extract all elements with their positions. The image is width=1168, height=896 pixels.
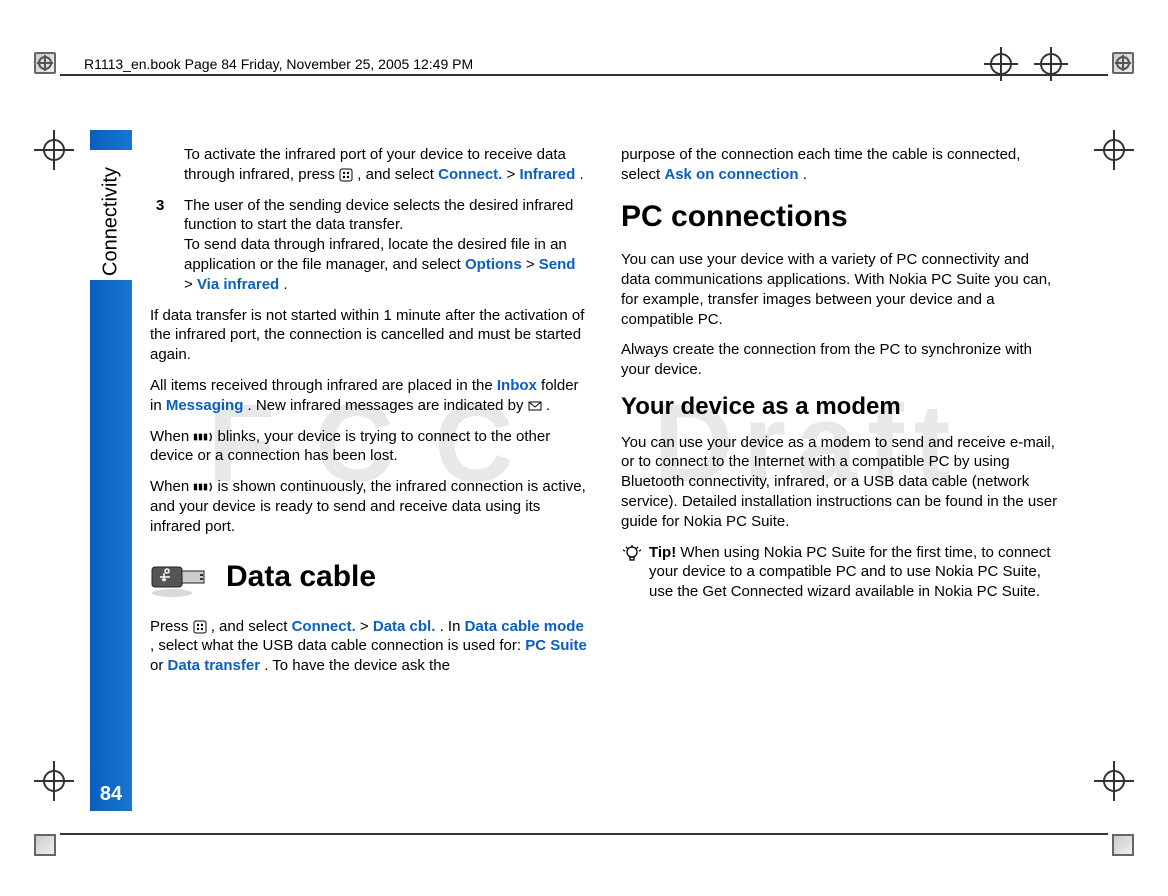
text: . [803,166,807,183]
content-area: To activate the infrared port of your de… [150,145,1058,776]
text: Press [150,618,193,635]
ui-link: Messaging [166,397,244,414]
text: . [579,166,583,183]
ui-link: Infrared [519,166,575,183]
left-column: To activate the infrared port of your de… [150,145,587,776]
ui-link: Data cable mode [465,618,584,635]
menu-key-icon [193,620,207,634]
header-rule [60,74,1108,76]
text: . To have the device ask the [264,657,450,674]
ui-link: Inbox [497,377,537,394]
section-label: Connectivity [90,150,132,280]
modem-heading: Your device as a modem [621,391,1058,423]
text: . In [440,618,465,635]
message-small-icon [528,399,542,413]
ui-link: PC Suite [525,637,587,654]
ui-link: Data cbl. [373,618,436,635]
data-cable-heading: Data cable [226,557,376,597]
paragraph: When blinks, your device is trying to co… [150,427,587,467]
bottom-rule [60,833,1108,835]
data-cable-heading-row: Data cable [150,555,587,599]
tip-label: Tip! [649,544,676,561]
text: or [150,657,168,674]
text: > [526,256,539,273]
crop-mark-right [1094,130,1134,170]
text: All items received through infrared are … [150,377,497,394]
text: , select what the USB data cable connect… [150,637,525,654]
text: . New infrared messages are indicated by [248,397,528,414]
text: , and select [211,618,292,635]
running-head: R1113_en.book Page 84 Friday, November 2… [80,56,477,72]
numbered-step: 3 The user of the sending device selects… [150,196,587,295]
registration-mark-top-right [1112,52,1134,74]
text: . [283,276,287,293]
infrared-bars-icon [193,480,213,494]
crop-mark-bottom-right [1094,761,1134,801]
pc-connections-heading: PC connections [621,197,1058,237]
paragraph: All items received through infrared are … [150,376,587,416]
tip-body: When using Nokia PC Suite for the first … [649,544,1051,601]
paragraph: You can use your device as a modem to se… [621,433,1058,532]
ui-link: Connect. [438,166,502,183]
ui-link: Ask on connection [664,166,798,183]
paragraph: You can use your device with a variety o… [621,250,1058,329]
lightbulb-tip-icon [623,545,641,563]
registration-mark-top-left [34,52,56,74]
ui-link: Send [539,256,576,273]
step-number: 3 [156,196,164,216]
text: , and select [357,166,438,183]
usb-connector-icon [150,555,208,599]
infrared-bars-icon [193,430,213,444]
registration-mark-bottom-left [34,834,56,856]
menu-key-icon [339,168,353,182]
right-column: purpose of the connection each time the … [621,145,1058,776]
text: is shown continuously, the infrared conn… [150,478,586,535]
ui-link: Connect. [292,618,356,635]
text: When [150,428,193,445]
ui-link: Via infrared [197,276,279,293]
crop-mark-bottom-left [34,761,74,801]
text: > [507,166,520,183]
paragraph: To activate the infrared port of your de… [150,145,587,185]
text: The user of the sending device selects t… [184,197,573,234]
paragraph: When is shown continuously, the infrared… [150,477,587,536]
page-number: 84 [90,777,132,811]
text: When [150,478,193,495]
tip-paragraph: Tip! When using Nokia PC Suite for the f… [621,543,1058,602]
paragraph: Press , and select Connect. > Data cbl. … [150,617,587,676]
ui-link: Options [465,256,522,273]
ui-link: Data transfer [168,657,261,674]
text: > [360,618,373,635]
paragraph: purpose of the connection each time the … [621,145,1058,185]
paragraph: Always create the connection from the PC… [621,340,1058,380]
registration-mark-bottom-right [1112,834,1134,856]
crop-mark-left [34,130,74,170]
text: . [546,397,550,414]
paragraph: If data transfer is not started within 1… [150,306,587,365]
text: > [184,276,197,293]
